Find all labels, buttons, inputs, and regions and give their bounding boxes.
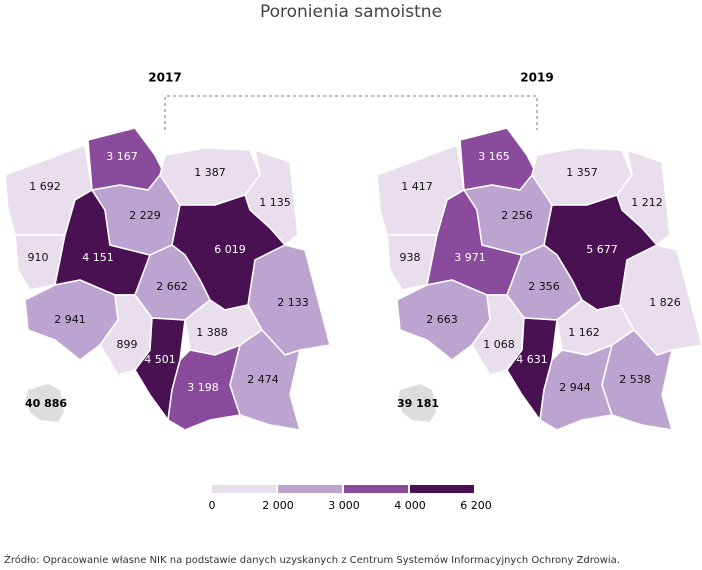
- region: [462, 173, 553, 256]
- region-label: 2 474: [247, 373, 279, 386]
- country-icon: [26, 384, 64, 422]
- region-label: 1 212: [631, 196, 663, 209]
- region-label: 2 941: [54, 313, 86, 326]
- legend-swatch: [410, 485, 474, 493]
- region-label: 3 165: [478, 150, 510, 163]
- region: [229, 329, 302, 431]
- legend-label: 0: [209, 499, 216, 512]
- legend-swatch: [278, 485, 342, 493]
- region: [90, 173, 181, 256]
- legend-swatch: [344, 485, 408, 493]
- region-label: 1 135: [259, 196, 291, 209]
- region-label: 2 538: [619, 373, 651, 386]
- total-label: 39 181: [397, 397, 439, 410]
- region-label: 2 356: [528, 280, 560, 293]
- region-label: 6 019: [214, 243, 246, 256]
- region-label: 910: [28, 251, 49, 264]
- region-label: 1 692: [29, 180, 61, 193]
- region-label: 2 944: [559, 381, 591, 394]
- region-label: 1 826: [649, 296, 681, 309]
- region-label: 3 198: [187, 381, 219, 394]
- map: 2019 1 417 3 165 1 357 1 212 938 3 971 2 256 5 6…: [376, 71, 702, 431]
- region-label: 2 133: [277, 296, 309, 309]
- year-label: 2019: [520, 71, 553, 85]
- total-label: 40 886: [25, 397, 67, 410]
- region-label: 4 501: [144, 353, 176, 366]
- region-label: 1 388: [196, 326, 228, 339]
- region-label: 899: [117, 338, 138, 351]
- region-label: 2 256: [501, 209, 533, 222]
- map: 2017 1 692 3 167 1 387 1 135 910 4 151 2 229 6 0…: [4, 71, 331, 431]
- region-label: 3 167: [106, 150, 138, 163]
- legend-label: 2 000: [262, 499, 294, 512]
- region-label: 4 151: [82, 251, 114, 264]
- region-label: 1 357: [566, 166, 598, 179]
- legend-label: 6 200: [460, 499, 492, 512]
- connector: [164, 95, 538, 130]
- region-label: 2 229: [129, 209, 161, 222]
- region-label: 938: [400, 251, 421, 264]
- region-label: 1 387: [194, 166, 226, 179]
- legend-label: 4 000: [394, 499, 426, 512]
- region-label: 3 971: [454, 251, 486, 264]
- source: Źródło: Opracowanie własne NIK na podsta…: [4, 553, 620, 566]
- year-label: 2017: [148, 71, 181, 85]
- region-label: 1 162: [568, 326, 600, 339]
- country-icon: [398, 384, 436, 422]
- legend-label: 3 000: [328, 499, 360, 512]
- region: [601, 329, 674, 431]
- region-label: 2 663: [426, 313, 458, 326]
- region-label: 5 677: [586, 243, 618, 256]
- legend-swatch: [212, 485, 276, 493]
- title: Poronienia samoistne: [260, 2, 442, 22]
- region-label: 4 631: [516, 353, 548, 366]
- region-label: 1 417: [401, 180, 433, 193]
- region-label: 2 662: [156, 280, 188, 293]
- region-label: 1 068: [483, 338, 515, 351]
